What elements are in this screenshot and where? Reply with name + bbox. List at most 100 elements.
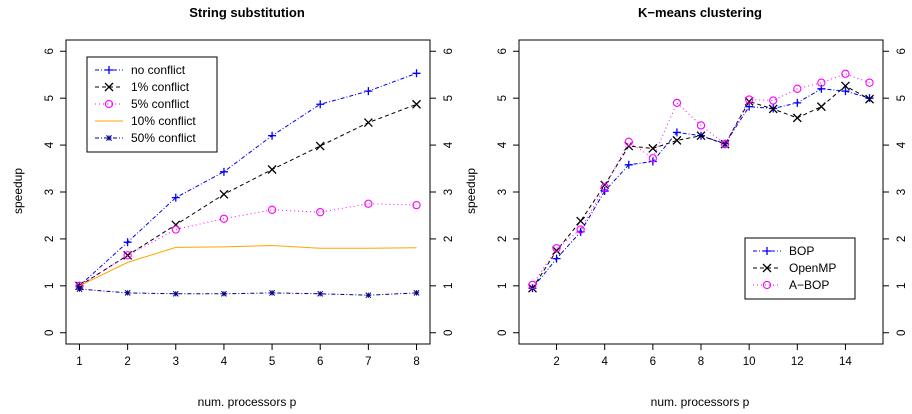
data-point bbox=[219, 214, 229, 223]
series-a-bop bbox=[528, 69, 874, 290]
y-axis-left: 0 1 2 3 4 5 6 bbox=[44, 48, 66, 336]
data-point bbox=[267, 205, 277, 214]
data-point bbox=[364, 87, 373, 96]
data-point bbox=[124, 289, 131, 296]
data-point bbox=[76, 286, 83, 293]
data-point bbox=[365, 292, 372, 299]
y-tick-label: 4 bbox=[44, 141, 56, 148]
x-axis: 2 4 6 8 10 12 14 bbox=[553, 344, 852, 368]
y-tick-label: 3 bbox=[44, 189, 56, 195]
series-50-conflict bbox=[76, 286, 420, 299]
x-tick-label: 3 bbox=[173, 356, 179, 368]
data-point bbox=[412, 200, 421, 210]
data-point bbox=[172, 290, 179, 297]
y-tick-label-right: 3 bbox=[443, 189, 455, 195]
data-point bbox=[624, 160, 633, 169]
y-tick-label-right: 6 bbox=[443, 48, 455, 54]
legend-swatch-marker bbox=[104, 99, 114, 109]
x-axis-label: num. processors p bbox=[651, 395, 750, 409]
y-tick-label-right: 2 bbox=[443, 236, 455, 242]
x-tick-label: 7 bbox=[365, 356, 371, 368]
data-point bbox=[412, 99, 421, 109]
data-point bbox=[865, 94, 874, 103]
x-tick-label: 2 bbox=[553, 356, 559, 368]
data-point bbox=[412, 69, 421, 78]
data-point bbox=[793, 98, 802, 107]
data-point bbox=[123, 251, 132, 260]
y-tick-label-right: 5 bbox=[443, 95, 455, 101]
legend-swatch-marker bbox=[762, 263, 772, 273]
y-tick-label: 1 bbox=[497, 283, 509, 289]
data-point bbox=[219, 167, 228, 176]
x-tick-label: 1 bbox=[76, 356, 82, 368]
data-point bbox=[769, 96, 778, 105]
x-tick-label: 12 bbox=[791, 356, 804, 368]
data-point bbox=[816, 102, 826, 112]
legend-label: A−BOP bbox=[789, 278, 829, 292]
x-tick-label: 6 bbox=[650, 356, 656, 368]
y-tick-label: 1 bbox=[44, 283, 56, 289]
data-point bbox=[316, 208, 325, 217]
data-point bbox=[865, 78, 874, 87]
chart-title: String substitution bbox=[189, 5, 305, 20]
series-line bbox=[79, 72, 417, 287]
y-tick-label-right: 5 bbox=[896, 95, 908, 101]
y-axis-right: 0 1 2 3 4 5 6 bbox=[883, 48, 908, 336]
y-tick-label: 2 bbox=[497, 236, 509, 242]
series-10-conflict bbox=[79, 244, 417, 287]
legend: no conflict 1% conflict 5% conflict 10% con… bbox=[86, 56, 218, 153]
data-point bbox=[696, 121, 706, 130]
data-point bbox=[413, 289, 420, 296]
x-tick-label: 8 bbox=[698, 356, 704, 368]
y-tick-label: 5 bbox=[497, 95, 509, 101]
data-point bbox=[315, 141, 325, 151]
legend-label: no conflict bbox=[131, 63, 186, 77]
y-axis-label: speedup bbox=[11, 168, 25, 214]
y-tick-label-right: 6 bbox=[896, 48, 908, 54]
legend-label: 1% conflict bbox=[131, 80, 190, 94]
legend-label: 10% conflict bbox=[131, 114, 196, 128]
y-tick-label-right: 1 bbox=[896, 283, 908, 289]
data-point bbox=[865, 94, 874, 104]
y-tick-label: 2 bbox=[44, 236, 56, 242]
data-point bbox=[720, 139, 730, 149]
data-point bbox=[552, 246, 562, 256]
y-tick-label-right: 3 bbox=[896, 189, 908, 195]
data-point bbox=[793, 84, 802, 93]
data-point bbox=[267, 165, 277, 174]
data-point bbox=[220, 290, 227, 297]
x-tick-label: 2 bbox=[124, 356, 130, 368]
y-axis-label: speedup bbox=[464, 168, 478, 214]
y-tick-label: 6 bbox=[44, 48, 56, 54]
data-point bbox=[672, 135, 682, 145]
series-line bbox=[79, 103, 417, 287]
data-point bbox=[364, 199, 373, 208]
data-point bbox=[841, 69, 850, 78]
x-tick-label: 10 bbox=[743, 356, 756, 368]
x-tick-label: 4 bbox=[221, 356, 228, 368]
series-line bbox=[79, 244, 417, 287]
data-point bbox=[219, 189, 229, 199]
data-point bbox=[552, 254, 561, 263]
data-point bbox=[600, 183, 609, 192]
x-tick-label: 5 bbox=[269, 356, 275, 368]
legend-swatch-marker bbox=[106, 135, 112, 141]
y-axis-right: 0 1 2 3 4 5 6 bbox=[430, 48, 455, 336]
y-axis-left: 0 1 2 3 4 5 6 bbox=[497, 48, 519, 336]
legend-swatch-marker bbox=[762, 280, 772, 290]
y-tick-label-right: 4 bbox=[443, 141, 455, 148]
y-tick-label: 4 bbox=[497, 141, 509, 148]
data-point bbox=[317, 290, 324, 297]
data-point bbox=[840, 81, 850, 91]
chart-title: K−means clustering bbox=[638, 5, 762, 20]
series-line bbox=[79, 203, 417, 287]
series-line bbox=[532, 73, 870, 286]
y-tick-label-right: 0 bbox=[443, 330, 455, 336]
x-axis-label: num. processors p bbox=[198, 395, 297, 409]
data-point bbox=[792, 113, 802, 123]
data-point bbox=[316, 100, 325, 109]
data-point bbox=[648, 143, 658, 153]
x-tick-label: 6 bbox=[317, 356, 323, 368]
data-point bbox=[841, 87, 850, 96]
